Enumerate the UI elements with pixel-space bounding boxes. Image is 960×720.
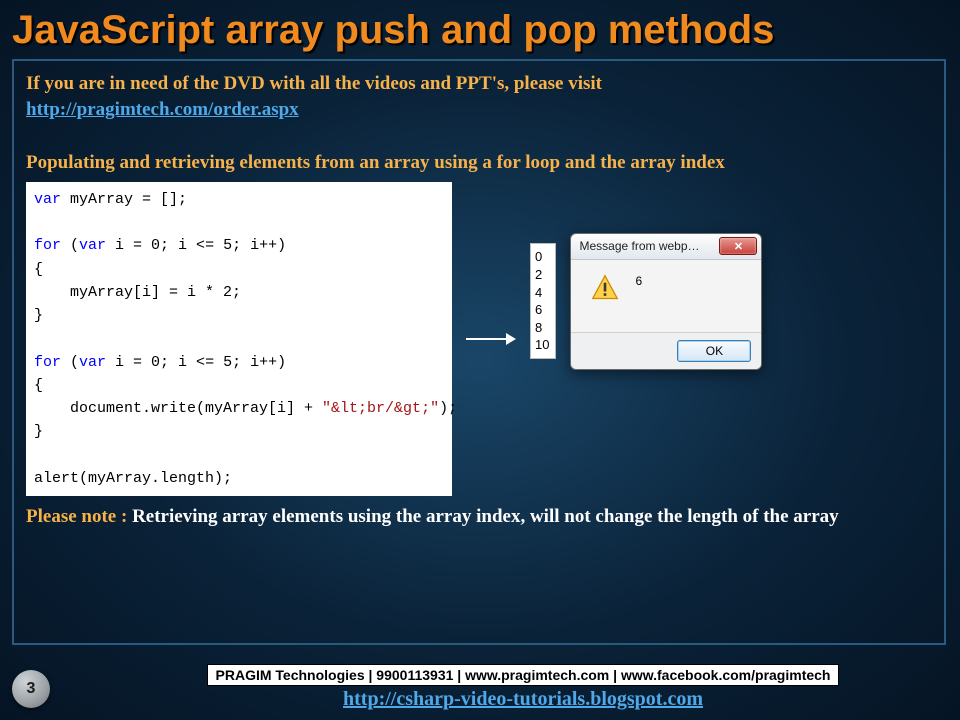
ok-button[interactable]: OK	[677, 340, 751, 362]
arrow-icon	[466, 329, 516, 349]
footer-text-wrap: PRAGIM Technologies | 9900113931 | www.p…	[98, 664, 948, 711]
code-block: var myArray = []; for (var i = 0; i <= 5…	[26, 182, 452, 496]
page-number-badge: 3	[12, 670, 50, 708]
dialog-message: 6	[635, 274, 642, 288]
code-output-row: var myArray = []; for (var i = 0; i <= 5…	[26, 182, 932, 496]
alert-dialog: Message from webp… ✕ 6 OK	[570, 233, 762, 370]
dialog-body: 6	[571, 260, 761, 332]
footer-link[interactable]: http://csharp-video-tutorials.blogspot.c…	[343, 688, 703, 711]
note-body: Retrieving array elements using the arra…	[132, 506, 839, 527]
footer-credits-box: PRAGIM Technologies | 9900113931 | www.p…	[207, 664, 840, 686]
dialog-footer: OK	[571, 332, 761, 369]
content-box: If you are in need of the DVD with all t…	[12, 59, 946, 645]
intro-text: If you are in need of the DVD with all t…	[26, 71, 932, 97]
slide-title: JavaScript array push and pop methods	[0, 0, 960, 59]
slide-footer: 3 PRAGIM Technologies | 9900113931 | www…	[0, 658, 960, 720]
order-link[interactable]: http://pragimtech.com/order.aspx	[26, 97, 299, 123]
output-list: 0 2 4 6 8 10	[530, 243, 556, 358]
close-button[interactable]: ✕	[719, 237, 757, 255]
section-subhead: Populating and retrieving elements from …	[26, 150, 932, 176]
note-text: Please note : Retrieving array elements …	[26, 504, 932, 530]
close-icon: ✕	[734, 240, 743, 253]
warning-icon	[591, 274, 619, 302]
dialog-titlebar: Message from webp… ✕	[571, 234, 761, 260]
note-label: Please note :	[26, 506, 132, 527]
dialog-title: Message from webp…	[579, 239, 719, 253]
